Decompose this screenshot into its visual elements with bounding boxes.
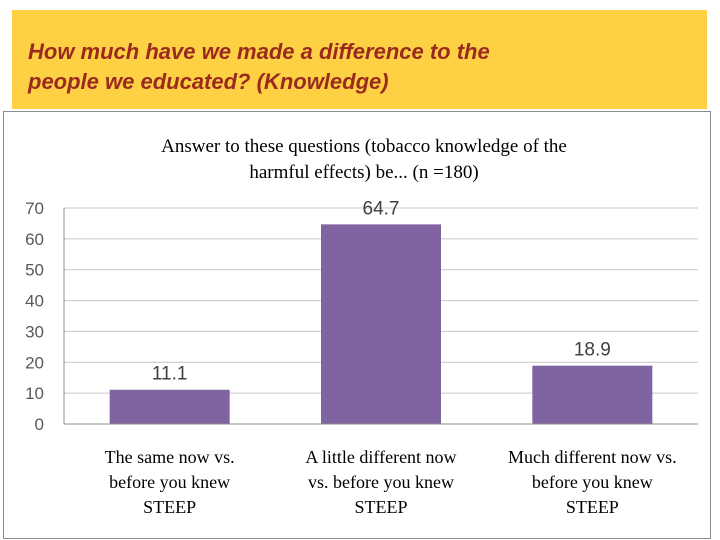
- y-tick-label: 40: [25, 292, 44, 311]
- category-label: vs. before you knew: [308, 472, 454, 492]
- title-banner: How much have we made a difference to th…: [12, 10, 707, 109]
- bar: [109, 389, 230, 424]
- bar: [321, 224, 441, 424]
- data-label: 64.7: [363, 198, 400, 219]
- y-tick-label: 70: [25, 199, 44, 218]
- y-tick-label: 30: [25, 322, 44, 341]
- y-tick-label: 60: [25, 230, 44, 249]
- y-tick-label: 50: [25, 261, 44, 280]
- chart-frame: Answer to these questions (tobacco knowl…: [3, 111, 711, 539]
- slide-title: How much have we made a difference to th…: [28, 39, 490, 94]
- category-label: STEEP: [566, 497, 619, 517]
- category-label: before you knew: [109, 472, 230, 492]
- bar: [532, 365, 653, 424]
- y-tick-label: 0: [35, 415, 44, 434]
- chart-title-line: harmful effects) be... (n =180): [249, 162, 478, 183]
- data-label: 18.9: [574, 340, 611, 361]
- data-label: 11.1: [152, 364, 188, 385]
- y-tick-label: 10: [25, 384, 44, 403]
- category-label: before you knew: [532, 472, 653, 492]
- category-label: A little different now: [305, 447, 456, 467]
- category-label: STEEP: [143, 497, 196, 517]
- bar-chart: Answer to these questions (tobacco knowl…: [25, 136, 698, 517]
- category-label: The same now vs.: [105, 447, 235, 467]
- chart-title-line: Answer to these questions (tobacco knowl…: [161, 136, 567, 157]
- category-label: STEEP: [354, 497, 407, 517]
- category-label: Much different now vs.: [508, 447, 677, 467]
- y-tick-label: 20: [25, 353, 44, 372]
